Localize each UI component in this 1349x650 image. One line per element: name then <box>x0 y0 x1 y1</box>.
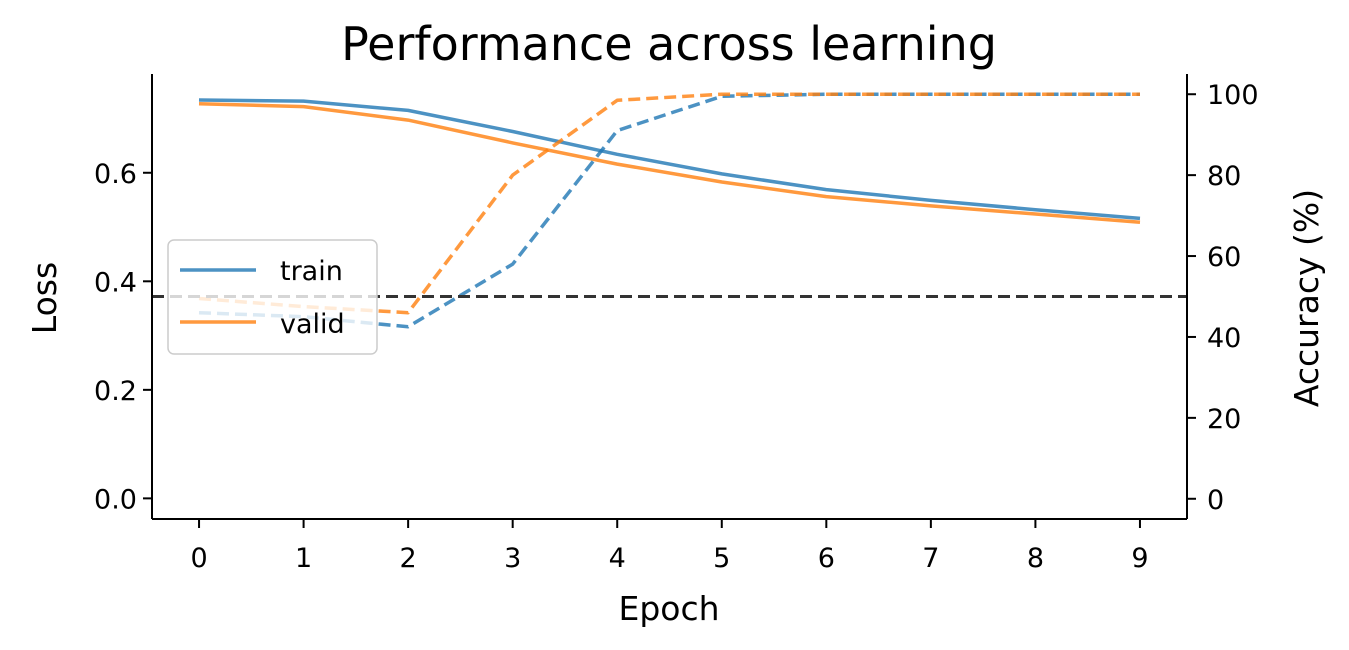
y-axis-label: Loss <box>25 262 64 334</box>
legend-frame <box>167 239 378 355</box>
x-tick-label: 0 <box>190 543 207 574</box>
series-line-valid <box>198 102 1141 224</box>
series-line-accuracy-2 <box>198 92 1140 329</box>
y-tick-label: 0.2 <box>94 376 137 407</box>
x-tick-label: 7 <box>922 543 939 574</box>
y-tick-label: 0.4 <box>94 267 137 298</box>
y-tick-label: 0.6 <box>94 159 137 190</box>
x-tick-label: 8 <box>1027 543 1044 574</box>
x-tick-label: 9 <box>1131 543 1148 574</box>
y-ticks: 0.0 0.2 0.4 0.6 <box>94 159 152 515</box>
x-tick-label: 5 <box>713 543 730 574</box>
series-line-accuracy-3 <box>198 92 1140 315</box>
legend-label-train: train <box>280 256 343 287</box>
chart-title: Performance across learning <box>341 17 997 71</box>
y2-tick-label: 60 <box>1207 242 1241 273</box>
y2-tick-label: 0 <box>1207 485 1224 516</box>
x-tick-label: 3 <box>504 543 521 574</box>
y2-axis-label: Accuracy (%) <box>1287 189 1326 407</box>
y2-tick-label: 40 <box>1207 323 1241 354</box>
x-tick-label: 4 <box>609 543 626 574</box>
x-axis-label: Epoch <box>618 589 719 628</box>
x-tick-label: 1 <box>295 543 312 574</box>
y2-tick-label: 20 <box>1207 404 1241 435</box>
x-tick-label: 2 <box>400 543 417 574</box>
y2-tick-label: 100 <box>1207 80 1259 111</box>
x-tick-label: 6 <box>818 543 835 574</box>
y-tick-label: 0.0 <box>94 484 137 515</box>
series-line-train <box>198 98 1141 221</box>
legend-label-valid: valid <box>280 309 345 340</box>
x-ticks: 0 1 2 3 4 5 6 7 8 9 <box>190 519 1149 574</box>
y2-ticks: 0 20 40 60 80 100 <box>1187 80 1259 516</box>
y2-tick-label: 80 <box>1207 161 1241 192</box>
legend: train valid <box>167 239 378 355</box>
